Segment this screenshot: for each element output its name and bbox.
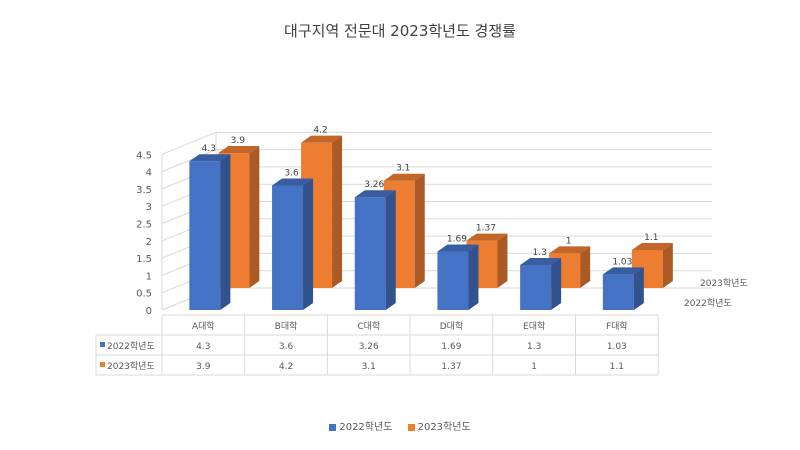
data-label: 3.1 — [396, 164, 410, 174]
table-cell: 3.26 — [359, 342, 379, 352]
bar-side-0-0 — [220, 154, 231, 310]
bar-top-1-0 — [218, 146, 260, 154]
y-tick-label: 0.5 — [136, 289, 152, 300]
depth-axis-label-2022: 2022학년도 — [684, 298, 732, 309]
bar-side-1-5 — [662, 242, 673, 288]
bar-top-0-0 — [189, 154, 231, 162]
x-category-label: D대학 — [440, 321, 464, 332]
x-category-label: B대학 — [275, 321, 298, 332]
legend-swatch-2023 — [407, 423, 415, 431]
legend-item-2023: 2023학년도 — [407, 418, 471, 433]
data-label: 4.2 — [313, 126, 327, 136]
table-cell: 1.3 — [527, 342, 541, 352]
bar-0-0 — [189, 161, 221, 310]
data-label: 1.37 — [476, 224, 496, 234]
y-tick-label: 1 — [146, 271, 152, 282]
y-tick-label: 3 — [146, 202, 152, 213]
legend-label-2023: 2023학년도 — [417, 422, 471, 433]
y-tick-label: 2 — [146, 237, 152, 248]
bar-side-0-5 — [633, 267, 644, 310]
bar-side-1-3 — [497, 233, 508, 288]
y-tick-label: 1.5 — [136, 254, 152, 265]
table-cell: 3.9 — [196, 362, 211, 372]
table-series-swatch — [100, 342, 105, 347]
bar-0-1 — [272, 185, 304, 310]
legend-swatch-2022 — [329, 423, 337, 431]
data-label: 4.3 — [202, 144, 216, 154]
bar-top-0-4 — [520, 258, 562, 266]
data-label: 1.3 — [532, 248, 546, 258]
bar-top-1-1 — [301, 135, 343, 143]
y-tick-label: 0 — [146, 306, 152, 317]
data-label: 1.1 — [644, 233, 658, 243]
y-tick-label: 3.5 — [136, 185, 152, 196]
data-label: 3.6 — [284, 168, 299, 178]
table-cell: 3.6 — [279, 342, 294, 352]
bar-side-1-4 — [580, 246, 591, 288]
bar-side-1-2 — [414, 173, 425, 288]
data-label: 1 — [566, 236, 572, 246]
y-tick-label: 2.5 — [136, 220, 152, 231]
table-series-label: 2022학년도 — [107, 341, 155, 352]
x-category-label: A대학 — [192, 321, 215, 332]
bar-top-1-5 — [631, 242, 673, 250]
x-category-label: F대학 — [606, 321, 628, 332]
chart-legend: 2022학년도 2023학년도 — [0, 418, 800, 433]
bar-side-0-4 — [551, 258, 562, 310]
bar-top-0-2 — [354, 190, 396, 198]
table-series-label: 2023학년도 — [107, 361, 155, 372]
bar-side-1-0 — [249, 146, 260, 288]
legend-item-2022: 2022학년도 — [329, 418, 392, 433]
table-cell: 1 — [531, 362, 537, 372]
table-cell: 3.1 — [362, 362, 376, 372]
bar-side-1-1 — [332, 135, 343, 288]
bar-top-0-3 — [437, 244, 479, 252]
data-label: 1.69 — [447, 235, 467, 245]
table-cell: 1.69 — [441, 342, 461, 352]
bar-top-1-3 — [466, 233, 508, 241]
y-tick-label: 4.5 — [136, 150, 152, 161]
data-label: 3.9 — [231, 136, 246, 146]
bar-top-0-1 — [272, 178, 314, 186]
bar-0-2 — [354, 197, 386, 310]
table-cell: 1.1 — [610, 362, 624, 372]
y-tick-label: 4 — [146, 168, 152, 179]
table-cell: 1.37 — [441, 362, 461, 372]
table-series-swatch — [100, 362, 105, 367]
x-category-label: C대학 — [357, 321, 380, 332]
bar-top-1-2 — [383, 173, 425, 181]
chart-title: 대구지역 전문대 2023학년도 경쟁률 — [284, 22, 516, 40]
gridline-side — [161, 149, 217, 173]
legend-label-2022: 2022학년도 — [339, 422, 393, 433]
bar-0-4 — [520, 265, 552, 310]
bar-side-0-2 — [385, 190, 396, 310]
x-category-label: E대학 — [523, 321, 545, 332]
bar-top-0-5 — [602, 267, 644, 275]
bar-side-0-1 — [303, 178, 314, 310]
gridline-side — [161, 131, 217, 155]
depth-axis-label-2023: 2023학년도 — [700, 278, 748, 289]
data-label: 1.03 — [612, 257, 632, 267]
bar-0-5 — [602, 274, 634, 310]
table-cell: 4.3 — [196, 342, 210, 352]
bar-top-1-4 — [549, 246, 591, 254]
table-cell: 1.03 — [607, 342, 627, 352]
bar-0-3 — [437, 251, 469, 310]
data-label: 3.26 — [364, 180, 384, 190]
bar-side-0-3 — [468, 244, 479, 310]
table-cell: 4.2 — [279, 362, 293, 372]
